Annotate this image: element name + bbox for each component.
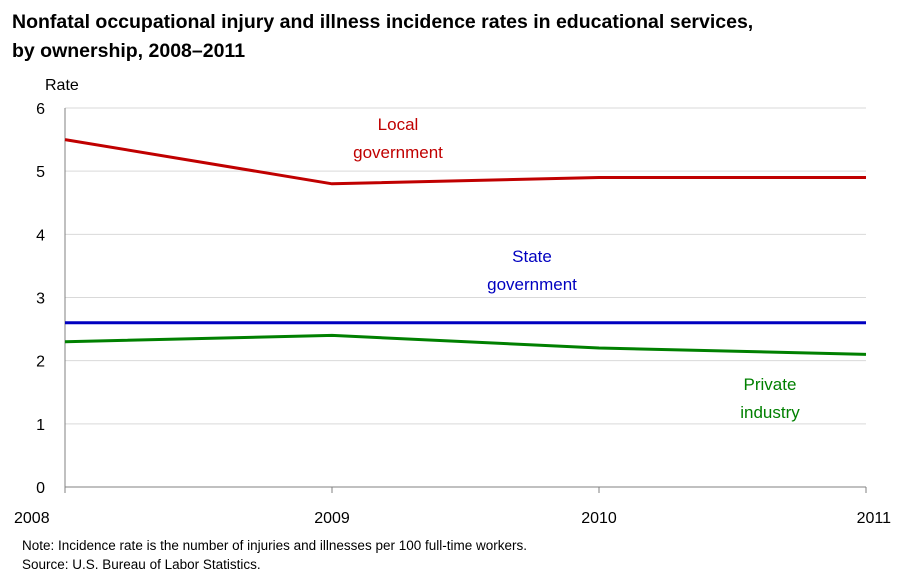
series-label-1: State government — [487, 247, 577, 294]
chart-note: Note: Incidence rate is the number of in… — [22, 538, 527, 553]
series-label-0: Local government — [353, 115, 443, 162]
x-tick-label: 2010 — [581, 510, 617, 527]
y-tick-label: 3 — [36, 291, 45, 308]
series-labels: Local government State government Private ind… — [353, 115, 800, 422]
series-line-2 — [64, 333, 867, 356]
chart-title: Nonfatal occupational injury and illness… — [12, 8, 892, 66]
x-tick-label: 2009 — [314, 510, 350, 527]
x-tick-label: 2008 — [14, 510, 50, 527]
series-label-line: industry — [740, 403, 800, 422]
y-tick-label: 6 — [36, 101, 45, 118]
axes: 0 1 2 3 4 5 6 2008 2009 2010 2011 — [14, 101, 891, 527]
y-tick-label: 4 — [36, 227, 45, 244]
chart-source: Source: U.S. Bureau of Labor Statistics. — [22, 557, 261, 572]
y-tick-label: 0 — [36, 480, 45, 497]
series-line-0 — [64, 138, 866, 186]
series-label-line: government — [353, 143, 443, 162]
chart-title-line-2: by ownership, 2008–2011 — [12, 40, 246, 62]
series-label-line: Private — [744, 375, 797, 394]
series-label-line: Local — [378, 115, 419, 134]
gridlines — [65, 107, 866, 425]
series-label-2: Private industry — [740, 375, 800, 422]
x-tick-label: 2011 — [857, 510, 892, 527]
series-label-line: State — [512, 247, 552, 266]
y-tick-label: 1 — [36, 417, 45, 434]
series-label-line: government — [487, 275, 577, 294]
y-axis-title: Rate — [45, 77, 79, 94]
series-lines — [64, 138, 867, 356]
y-tick-label: 2 — [36, 354, 45, 371]
line-chart: Rate 0 1 2 3 4 5 6 2008 2009 2010 2011 Local govern… — [14, 77, 891, 527]
y-tick-label: 5 — [36, 164, 45, 181]
chart-title-line-1: Nonfatal occupational injury and illness… — [12, 11, 754, 33]
